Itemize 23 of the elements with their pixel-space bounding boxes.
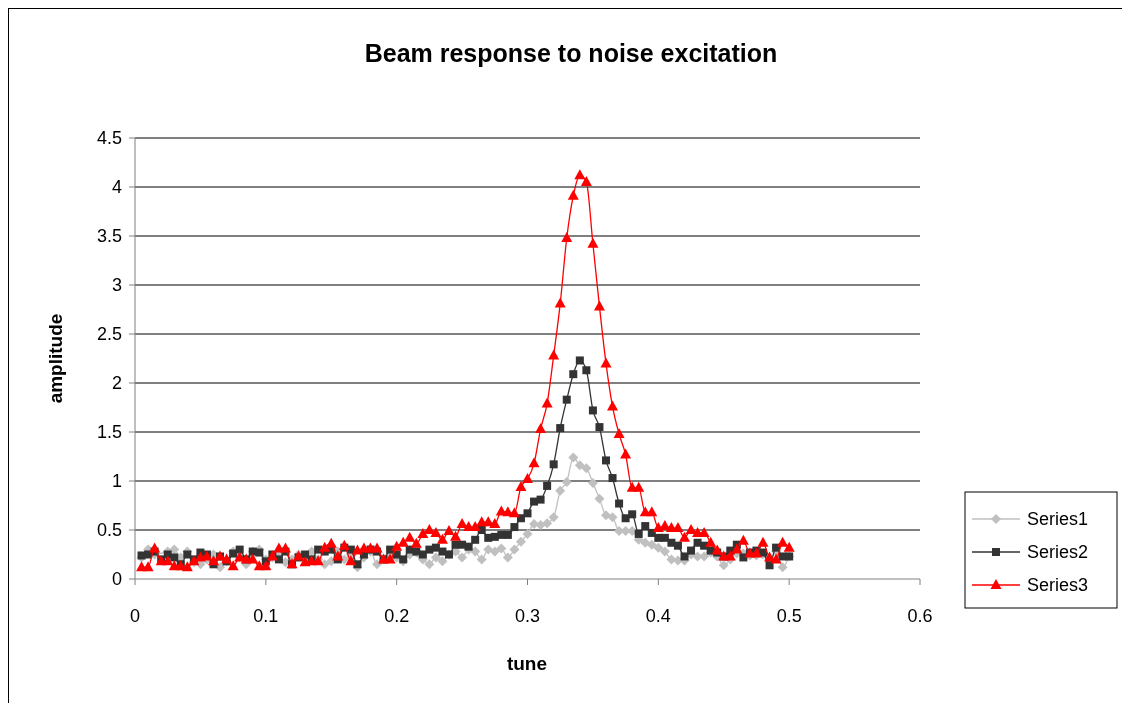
y-axis-title: amplitude (45, 313, 66, 404)
y-tick-label: 4 (111, 177, 122, 197)
y-tick-label: 0 (111, 569, 122, 589)
x-tick-label: 0.3 (514, 606, 541, 626)
x-tick-label: 0.4 (645, 606, 671, 626)
y-tick-label: 1 (111, 471, 122, 491)
legend-label: Series1 (1027, 509, 1089, 529)
x-tick-label: 0.5 (776, 606, 802, 626)
y-tick-label: 3.5 (96, 226, 122, 246)
legend-label: Series3 (1027, 575, 1089, 595)
x-tick-label: 0.1 (253, 606, 279, 626)
x-tick-label: 0.2 (384, 606, 410, 626)
legend-label: Series2 (1027, 542, 1089, 562)
y-tick-label: 2 (111, 373, 122, 393)
chart-title: Beam response to noise excitation (364, 39, 778, 67)
y-tick-label: 2.5 (96, 324, 122, 344)
x-axis-title: tune (506, 653, 548, 674)
x-tick-label: 0 (129, 606, 141, 626)
y-tick-label: 1.5 (96, 422, 122, 442)
y-tick-label: 3 (111, 275, 122, 295)
y-tick-label: 4.5 (96, 128, 122, 148)
x-tick-label: 0.6 (907, 606, 933, 626)
y-tick-label: 0.5 (96, 520, 122, 540)
